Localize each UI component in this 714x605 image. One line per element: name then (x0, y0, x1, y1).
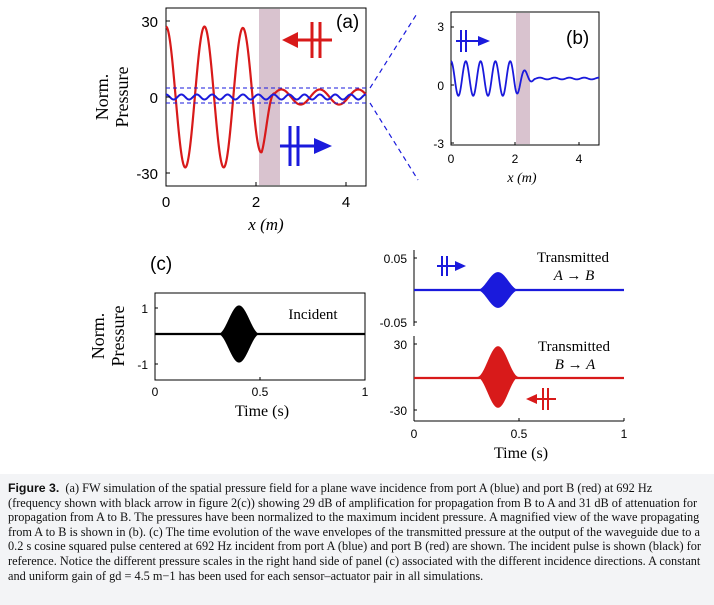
panel-c-ba-annotation-line1: Transmitted (538, 339, 610, 355)
panel-b-xtick-2: 2 (512, 152, 519, 166)
figure-3: 30 0 -30 0 2 4 x (m) Norm. Pressure (a) (88, 7, 628, 462)
panel-c-ab-ytick-005: 0.05 (384, 252, 408, 266)
panel-b-ytick-3: 3 (437, 20, 444, 34)
panel-a-ytick-neg30: -30 (136, 166, 158, 183)
panel-c-incident-ytick-1: 1 (141, 302, 148, 316)
panel-a: 30 0 -30 0 2 4 x (m) Norm. Pressure (a) (92, 7, 367, 234)
panel-c-transmitted-ba: 30 -30 0 0.5 1 Time (s) Transmitted B → … (390, 336, 628, 462)
panel-a-red-wave (165, 25, 367, 169)
panel-c-ba-xtick-1: 1 (621, 427, 628, 441)
panel-a-red-arrow-icon (282, 22, 332, 58)
panel-c-incident-xlabel: Time (s) (235, 403, 289, 420)
figure-caption: Figure 3. (a) FW simulation of the spati… (8, 481, 706, 583)
panel-c-ab-arrow-icon (437, 256, 466, 276)
panel-a-ylabel-line2: Pressure (112, 67, 132, 128)
panel-b-xlabel: x (m) (506, 171, 536, 186)
panel-c-ba-xtick-0: 0 (411, 427, 418, 441)
panel-a-ylabel-line1: Norm. (92, 74, 112, 121)
panel-a-label: (a) (336, 12, 359, 33)
panel-b-blue-arrow-icon (456, 30, 490, 52)
panel-c-incident-ylabel-line2: Pressure (108, 306, 128, 367)
panel-a-ytick-0: 0 (150, 90, 158, 107)
panel-b-blue-wave (450, 60, 599, 97)
panel-c-ba-arrow-icon (526, 388, 556, 410)
panel-a-blue-arrow-icon (280, 126, 332, 166)
panel-b-highlight (516, 13, 530, 144)
zoom-connector-top (369, 11, 419, 89)
panel-c-incident-annotation: Incident (288, 307, 338, 323)
panel-c-ab-ytick-neg005: -0.05 (380, 316, 408, 330)
panel-b-label: (b) (566, 28, 589, 49)
caption-text: (a) FW simulation of the spatial pressur… (8, 481, 701, 583)
panel-b: 3 0 -3 0 2 4 x (m) (b) (433, 11, 600, 186)
panel-c-incident-xtick-1: 1 (362, 385, 369, 399)
panel-c-ba-xtick-05: 0.5 (511, 427, 528, 441)
panel-c-ab-annotation-line2: A → B (553, 268, 595, 284)
caption-box: Figure 3. (a) FW simulation of the spati… (0, 474, 714, 605)
panel-a-xlabel: x (m) (247, 215, 284, 234)
panel-c-label: (c) (150, 254, 172, 275)
panel-a-xtick-0: 0 (162, 194, 170, 211)
panel-c-ba-ytick-neg30: -30 (390, 404, 408, 418)
panel-c-incident-xtick-05: 0.5 (252, 385, 269, 399)
panel-a-xtick-4: 4 (342, 194, 350, 211)
panel-b-xtick-4: 4 (576, 152, 583, 166)
panel-b-ytick-neg3: -3 (433, 137, 444, 151)
panel-a-xtick-2: 2 (252, 194, 260, 211)
panel-c-incident-xtick-0: 0 (152, 385, 159, 399)
panel-c-ba-xlabel: Time (s) (494, 445, 548, 462)
panel-c-ba-annotation-line2: B → A (555, 357, 596, 373)
panel-c-ab-annotation-line1: Transmitted (537, 250, 609, 266)
panel-c-incident: 1 -1 0 0.5 1 Time (s) Norm. Pressure Inc… (88, 292, 369, 420)
panel-c-ba-ytick-30: 30 (394, 338, 408, 352)
panel-a-ytick-30: 30 (141, 14, 158, 31)
panel-b-xtick-0: 0 (448, 152, 455, 166)
zoom-connector-bottom (369, 102, 419, 181)
panel-c-transmitted-ab: 0.05 -0.05 Transmitted A → B (380, 250, 624, 330)
panel-c-incident-ytick-neg1: -1 (137, 358, 148, 372)
panel-c-incident-ylabel-line1: Norm. (88, 313, 108, 360)
caption-label: Figure 3. (8, 481, 60, 495)
panel-b-ytick-0: 0 (437, 79, 444, 93)
panel-a-blue-wave (165, 93, 367, 101)
